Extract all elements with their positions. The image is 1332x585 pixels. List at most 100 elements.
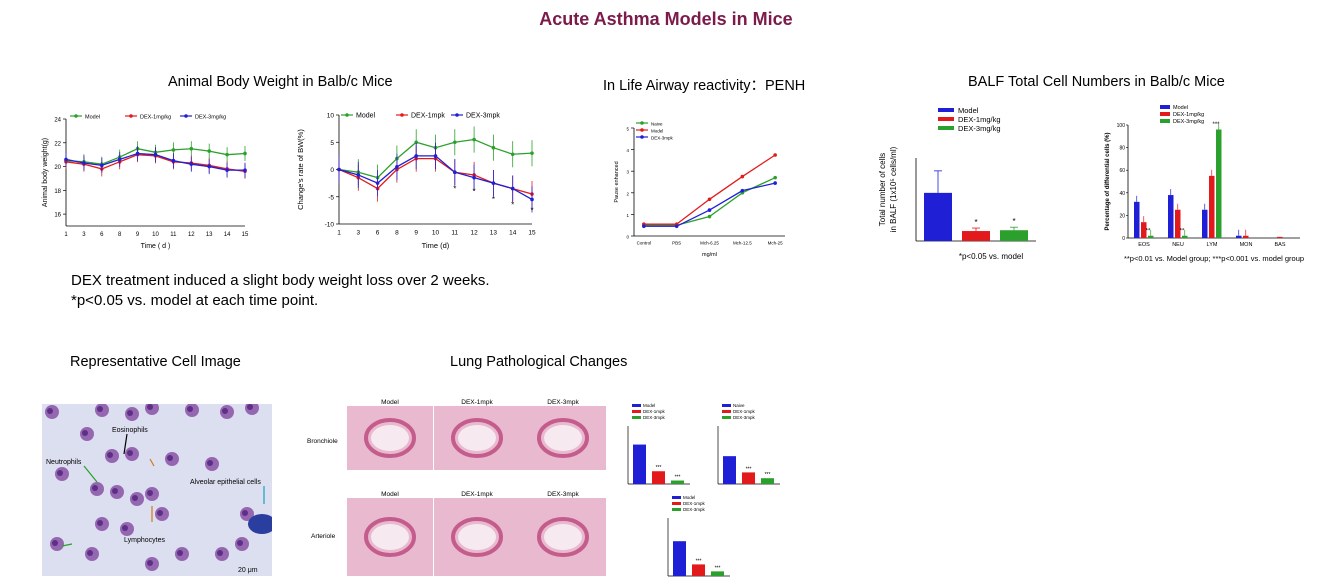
data-point xyxy=(117,157,122,162)
bar xyxy=(742,472,755,484)
data-point xyxy=(375,181,380,185)
legend-label: DEX-1mpk xyxy=(411,113,445,120)
legend-label: Model xyxy=(1173,105,1188,111)
data-point xyxy=(510,186,515,191)
data-point xyxy=(491,145,496,150)
y-tick-label: 3 xyxy=(626,170,629,175)
series-line-2 xyxy=(643,182,776,227)
vessel-lumen xyxy=(371,425,409,451)
column-label: DEX-3mpk xyxy=(547,491,579,498)
penh-chart: 0 1 2 3 4 5 Control PBS Mch-6.25 Mch-12.5 Mch-25 mg… xyxy=(614,121,785,258)
data-point xyxy=(135,151,140,156)
column-label: DEX-1mpk xyxy=(461,399,493,406)
legend-swatch xyxy=(632,416,641,419)
data-point xyxy=(243,168,247,172)
x-tick-label: 15 xyxy=(242,232,249,238)
legend-swatch xyxy=(938,126,954,130)
significance-mark: *** xyxy=(675,475,681,481)
bar xyxy=(1236,235,1242,238)
data-point xyxy=(472,175,476,180)
legend-marker xyxy=(129,114,133,118)
data-point xyxy=(510,152,515,157)
bar xyxy=(671,480,684,484)
x-tick-label: 3 xyxy=(356,230,360,237)
y-tick-label: 100 xyxy=(1117,123,1126,129)
x-tick-label: 10 xyxy=(152,232,159,238)
cell-nucleus xyxy=(147,560,153,566)
annotation-arrow xyxy=(149,458,155,467)
row-label: Bronchiole xyxy=(307,438,338,445)
bar xyxy=(1202,209,1208,238)
cell-nucleus xyxy=(97,520,103,526)
bar xyxy=(1134,201,1140,238)
cell-label: Lymphocytes xyxy=(124,537,165,544)
column-label: DEX-1mpk xyxy=(461,491,493,498)
cell-nucleus xyxy=(237,540,243,546)
cell-label: Eosinophils xyxy=(112,427,148,434)
data-point xyxy=(207,149,211,153)
x-tick-label: NEU xyxy=(1172,242,1184,248)
legend-label: DEX-3mg/kg xyxy=(1173,119,1204,125)
legend-marker xyxy=(455,113,459,117)
x-tick-label: 9 xyxy=(136,232,140,238)
cell-nucleus xyxy=(242,510,248,516)
legend-label: DEX-1mg/kg xyxy=(140,115,171,121)
y-tick-label: 18 xyxy=(54,189,61,195)
legend-swatch xyxy=(938,108,954,112)
bar xyxy=(1141,222,1147,238)
cell-nucleus xyxy=(177,550,183,556)
y-tick-label: 20 xyxy=(1119,213,1125,219)
legend-label: DEX-3mpk xyxy=(466,113,500,120)
data-point xyxy=(82,161,86,165)
legend-label: DEX-3mg/kg xyxy=(958,124,1001,133)
data-point xyxy=(773,181,777,185)
bar xyxy=(633,444,646,484)
bar xyxy=(1182,235,1188,238)
cell-nucleus xyxy=(92,485,98,491)
data-point xyxy=(773,175,777,180)
x-tick-label: 12 xyxy=(188,232,195,238)
data-point xyxy=(337,167,341,172)
column-label: DEX-3mpk xyxy=(547,399,579,406)
vessel-wall xyxy=(451,517,503,557)
y-tick-label: 24 xyxy=(54,118,61,124)
x-tick-label: 14 xyxy=(224,232,231,238)
y-tick-label: 60 xyxy=(1119,168,1125,174)
bar xyxy=(962,231,990,241)
bar xyxy=(723,456,736,484)
significance-mark: * xyxy=(1012,217,1015,226)
legend-swatch xyxy=(1160,112,1170,116)
cell-label: Neutrophils xyxy=(46,459,82,466)
y-axis-label: Percentage of differential cells (%) xyxy=(1105,132,1111,230)
vessel-lumen xyxy=(544,524,582,550)
bar xyxy=(652,471,665,484)
legend-swatch xyxy=(672,502,681,505)
cell-label: Alveolar epithelial cells xyxy=(190,479,261,486)
y-axis-label: Change's rate of BW(%) xyxy=(296,129,305,210)
data-point xyxy=(707,214,712,219)
annotation-arrow xyxy=(83,465,98,483)
x-tick-label: 8 xyxy=(118,232,122,238)
legend-label: DEX-1mg/kg xyxy=(958,115,1001,124)
y-tick-label: 5 xyxy=(626,127,629,132)
legend-label: DEX-3mg/kg xyxy=(195,115,226,121)
legend-marker xyxy=(74,114,78,118)
cell-nucleus xyxy=(147,490,153,496)
significance-mark: *** xyxy=(715,565,721,571)
chart-footnote: *p<0.05 vs. model xyxy=(959,252,1023,261)
legend-swatch xyxy=(722,416,731,419)
vessel-wall xyxy=(451,418,503,458)
cell-nucleus xyxy=(187,406,193,412)
y-tick-label: 0 xyxy=(330,167,334,174)
legend-label: Naive xyxy=(651,122,663,127)
cell-nucleus xyxy=(167,455,173,461)
x-tick-label: PBS xyxy=(672,241,681,246)
x-tick-label: 13 xyxy=(490,230,498,237)
x-axis-label: Time ( d ) xyxy=(141,243,171,250)
y-axis-label: Animal body weight(g) xyxy=(42,138,49,207)
x-tick-label: 12 xyxy=(470,230,478,237)
data-point xyxy=(356,173,361,177)
legend-label: DEX-1mg/kg xyxy=(1173,112,1204,118)
